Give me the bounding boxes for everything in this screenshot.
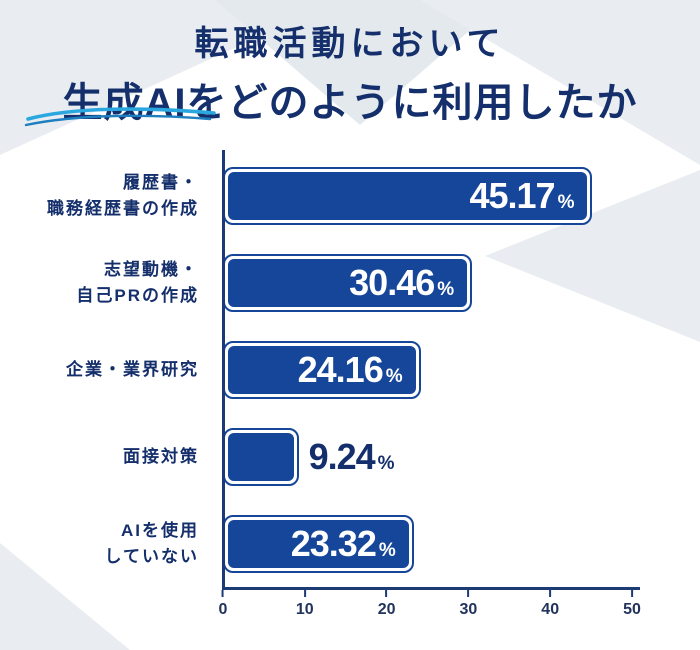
bar-fill — [228, 258, 468, 307]
chart-title: 転職活動において 生成AIをどのように利用したか — [0, 16, 700, 128]
y-axis-line — [222, 150, 225, 589]
value-percent-sign: % — [378, 539, 396, 561]
x-axis-line — [222, 587, 640, 590]
value-number: 24.16 — [297, 348, 384, 390]
bar: 9.24% — [223, 427, 395, 486]
bar-fill — [228, 171, 588, 220]
category-label: 企業・業界研究 — [66, 359, 199, 379]
bar: 30.46% — [223, 253, 473, 312]
value-label: 24.16% — [297, 348, 403, 390]
category-label: 履歴書・ 職務経歴書の作成 — [47, 173, 199, 218]
x-tick: 0 — [218, 590, 228, 619]
value-number: 9.24 — [308, 435, 376, 477]
bar: 24.16% — [223, 340, 421, 399]
bar-track: 24.16% — [223, 326, 632, 413]
category-label: AIを使用 していない — [104, 521, 199, 566]
value-percent-sign: % — [377, 452, 395, 474]
chart-row: AIを使用 していない 23.32% — [0, 500, 632, 587]
title-line-2: 生成AIをどのように利用したか — [62, 81, 638, 125]
value-label: 9.24% — [308, 435, 395, 477]
chart-row: 履歴書・ 職務経歴書の作成 45.17% — [0, 152, 632, 239]
value-number: 30.46 — [349, 261, 435, 303]
title-line-1: 転職活動において — [194, 25, 506, 63]
bar-fill — [228, 519, 409, 568]
value-number: 23.32 — [290, 522, 377, 564]
x-tick-label: 40 — [541, 601, 560, 618]
x-tick-mark — [222, 590, 224, 597]
value-percent-sign: % — [437, 278, 455, 300]
value-label: 23.32% — [290, 522, 396, 564]
x-tick-mark — [549, 590, 552, 597]
chart-rows: 履歴書・ 職務経歴書の作成 45.17% 志望動機・ 自己PRの作成 30.46% 企業・業… — [0, 152, 632, 587]
x-tick-label: 20 — [377, 601, 396, 618]
bar: 23.32% — [223, 514, 414, 573]
value-label: 45.17% — [469, 174, 575, 216]
bar-track: 9.24% — [223, 413, 632, 500]
chart-row: 志望動機・ 自己PRの作成 30.46% — [0, 239, 632, 326]
bar-fill — [228, 345, 416, 394]
x-tick: 40 — [541, 590, 559, 619]
value-label: 30.46% — [349, 261, 455, 303]
bar-track: 23.32% — [223, 500, 632, 587]
x-axis-ticks: 0 10 20 30 40 50 — [219, 590, 641, 622]
bar: 45.17% — [223, 166, 593, 225]
x-tick: 10 — [296, 590, 314, 619]
x-tick-label: 0 — [218, 601, 228, 618]
title-underline-swoosh-icon — [24, 107, 216, 127]
bar-fill — [228, 432, 294, 481]
value-percent-sign: % — [557, 191, 575, 213]
x-tick-mark — [303, 590, 306, 597]
x-tick: 20 — [377, 590, 396, 619]
chart-row: 企業・業界研究 24.16% — [0, 326, 632, 413]
bar-track: 30.46% — [223, 239, 632, 326]
value-percent-sign: % — [385, 365, 403, 387]
value-number: 45.17 — [469, 174, 555, 216]
x-tick-mark — [630, 590, 633, 597]
x-tick: 50 — [623, 590, 641, 619]
chart-row: 面接対策 9.24% — [0, 413, 632, 500]
x-tick-mark — [467, 590, 470, 597]
x-tick-mark — [385, 590, 388, 597]
x-tick-label: 50 — [623, 601, 641, 618]
x-tick-label: 10 — [295, 601, 314, 618]
bar-track: 45.17% — [223, 152, 632, 239]
category-label: 志望動機・ 自己PRの作成 — [76, 260, 199, 305]
x-tick: 30 — [459, 590, 477, 619]
x-tick-label: 30 — [459, 601, 478, 618]
category-label: 面接対策 — [123, 446, 199, 466]
